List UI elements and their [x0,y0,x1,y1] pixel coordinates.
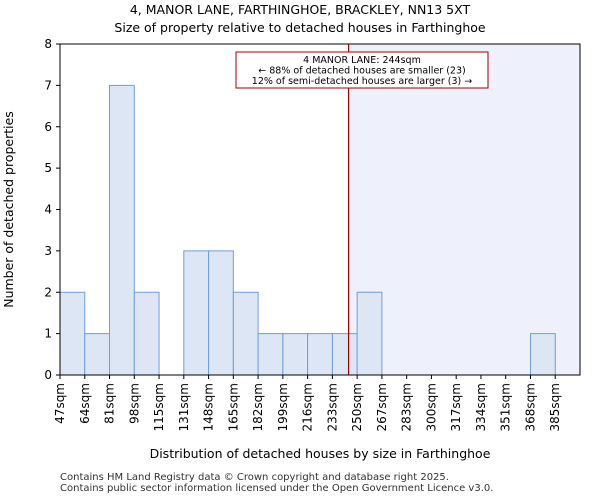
x-axis-label: Distribution of detached houses by size … [150,446,491,461]
histogram-bar [84,333,111,376]
x-tick-label: 165sqm [226,383,240,431]
x-tick-label: 64sqm [78,383,92,424]
y-tick-label: 6 [44,120,52,134]
annotation-line-3: 12% of semi-detached houses are larger (… [252,76,472,87]
x-tick-label: 233sqm [325,383,339,431]
x-tick-label: 131sqm [177,383,191,431]
x-tick-label: 115sqm [152,383,166,431]
x-tick-label: 182sqm [251,383,265,431]
y-tick-label: 7 [44,78,52,92]
x-tick-label: 47sqm [53,383,67,424]
y-tick-label: 2 [44,285,52,299]
annotation-box [235,51,489,89]
histogram-bar [307,333,333,376]
y-tick-label: 0 [44,368,52,382]
footer-licence: Contains public sector information licen… [60,483,494,494]
x-tick-label: 368sqm [523,383,537,431]
chart-subtitle: Size of property relative to detached ho… [114,20,486,35]
y-tick-label: 8 [44,37,52,51]
histogram-bar [257,333,284,376]
x-tick-label: 385sqm [548,383,562,431]
y-tick-label: 4 [44,203,52,217]
x-tick-label: 267sqm [375,383,389,431]
histogram-bar [331,333,358,376]
y-tick-label: 5 [44,161,52,175]
x-tick-label: 317sqm [449,383,463,431]
x-tick-label: 351sqm [499,383,513,431]
annotation-line-1: 4 MANOR LANE: 244sqm [303,55,421,66]
x-tick-label: 300sqm [424,383,438,431]
histogram-chart: 0 1 2 3 4 5 6 7 8 47sqm 64sqm 81sqm 98sqm 115sqm 131sq… [1,37,581,461]
x-tick-label: 98sqm [127,383,141,424]
x-tick-label: 334sqm [474,383,488,431]
x-tick-label: 283sqm [400,383,414,431]
histogram-bar [109,84,135,376]
y-tick-label: 3 [44,244,52,258]
histogram-bar [133,291,160,376]
y-tick-label: 1 [44,327,52,341]
histogram-bar [232,291,259,376]
histogram-bar [356,291,383,376]
histogram-bar [208,250,234,376]
histogram-bar [183,250,210,376]
y-axis-label: Number of detached properties [1,111,16,308]
histogram-bar [282,333,309,376]
x-tick-label: 216sqm [301,383,315,431]
footer-copyright: Contains HM Land Registry data © Crown c… [60,472,449,483]
histogram-bar [59,291,86,376]
histogram-bar [529,333,556,376]
x-tick-label: 199sqm [276,383,290,431]
x-tick-label: 250sqm [350,383,364,431]
chart-title: 4, MANOR LANE, FARTHINGHOE, BRACKLEY, NN… [129,2,471,17]
highlight-region [348,44,580,375]
x-tick-label: 148sqm [202,383,216,431]
annotation-line-2: ← 88% of detached houses are smaller (23… [258,66,465,77]
x-tick-label: 81sqm [103,383,117,424]
